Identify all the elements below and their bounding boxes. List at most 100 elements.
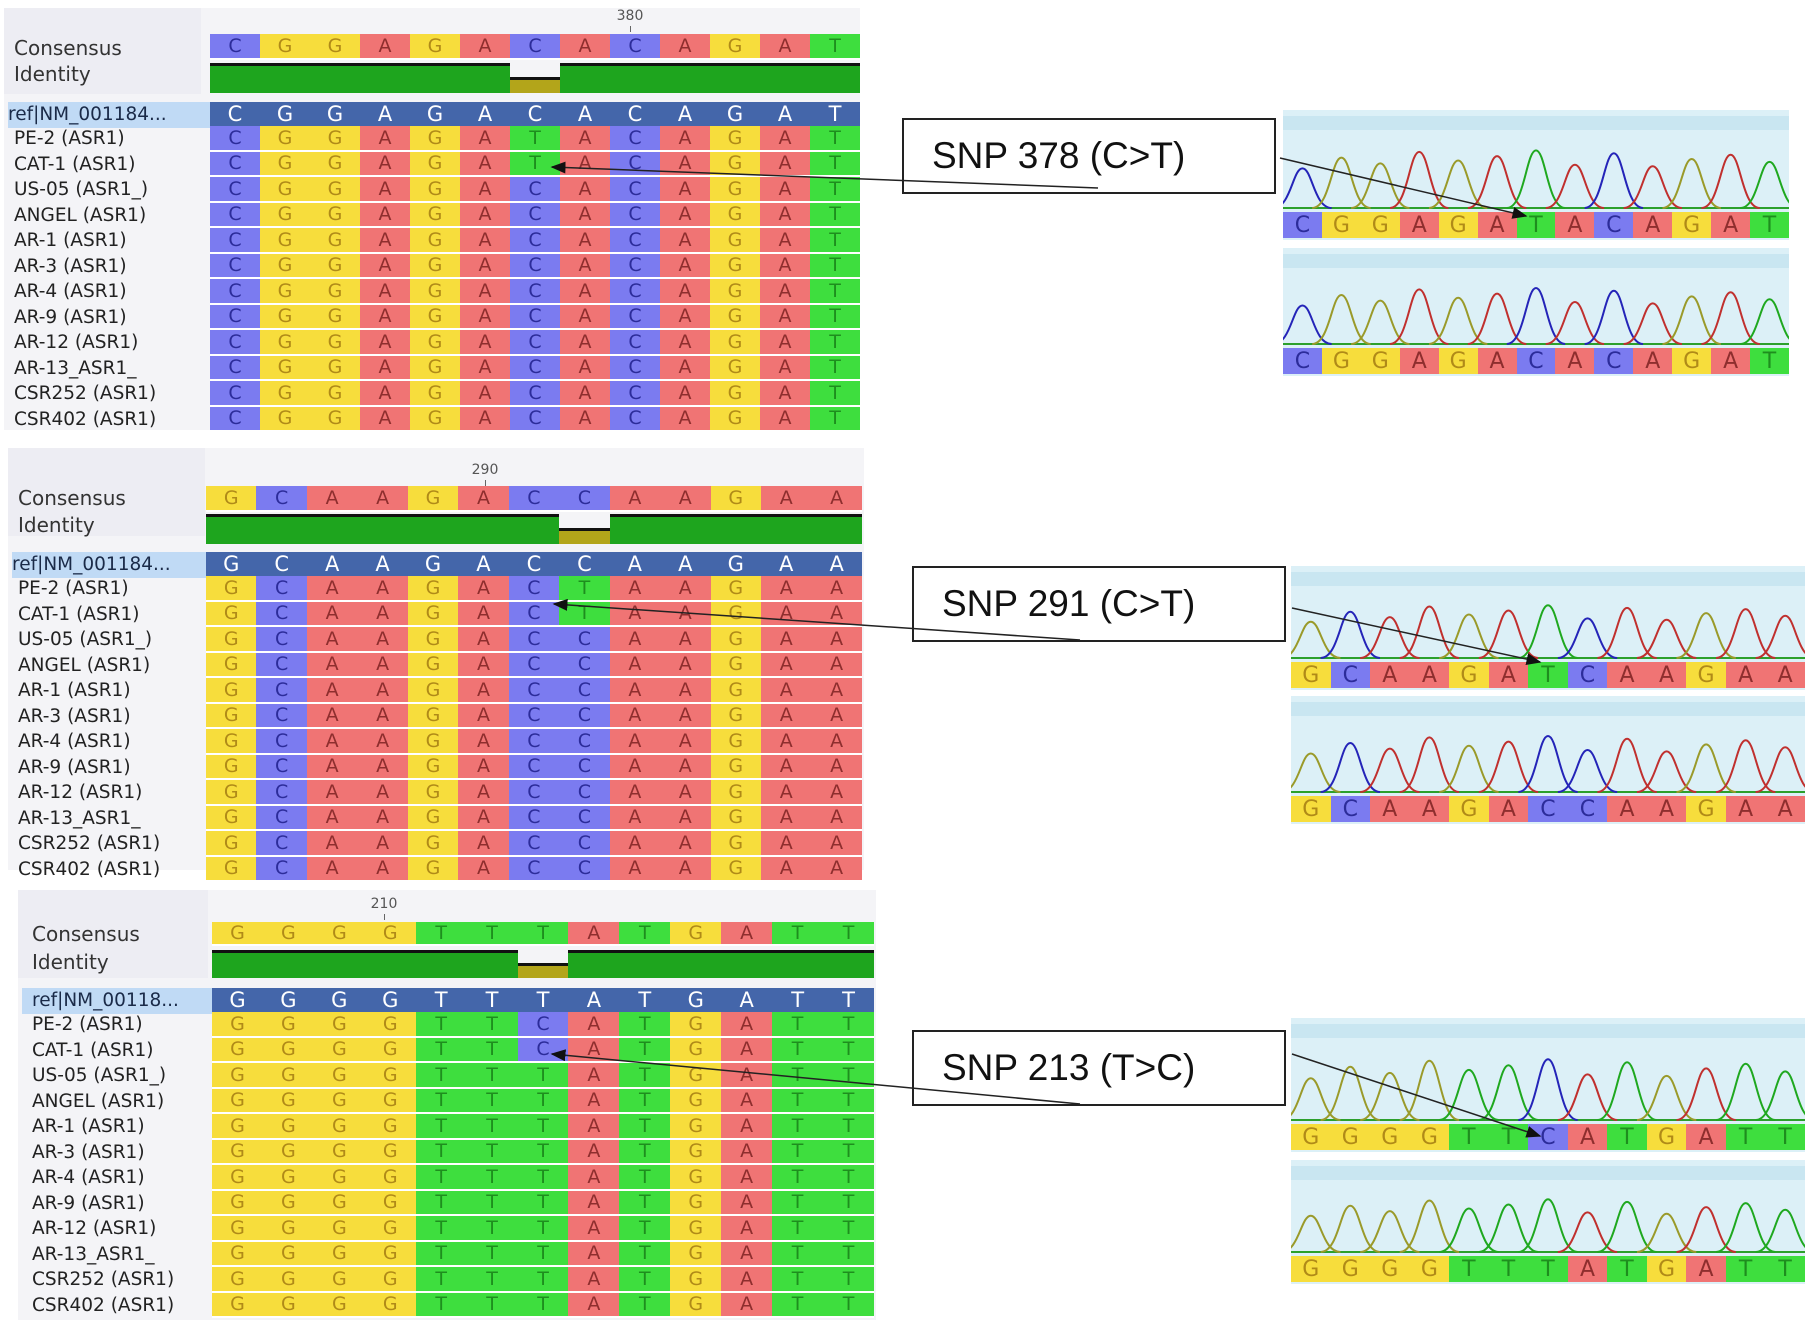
- reference-sequence-name[interactable]: ref|NM_00118...: [22, 988, 212, 1014]
- base-cell: A: [306, 576, 358, 602]
- identity-label: Identity: [14, 62, 91, 86]
- sample-name[interactable]: AR-1 (ASR1): [18, 680, 131, 701]
- base-cell: A: [360, 330, 410, 356]
- base-cell: C: [210, 102, 260, 126]
- base-cell: T: [772, 1037, 824, 1063]
- base-cell: G: [313, 1267, 365, 1293]
- base-cell: G: [407, 805, 459, 831]
- base-cell: A: [760, 202, 810, 228]
- base-cell: A: [760, 805, 812, 831]
- base-call: A: [1765, 662, 1805, 688]
- sample-name[interactable]: CAT-1 (ASR1): [18, 603, 140, 625]
- base-cell: G: [260, 228, 310, 254]
- trace-peak: [1478, 740, 1539, 793]
- base-call: G: [1370, 1256, 1410, 1282]
- base-cell: C: [256, 754, 307, 780]
- reference-sequence-name[interactable]: ref|NM_001184...: [8, 102, 210, 128]
- base-cell: A: [357, 678, 408, 704]
- base-cell: T: [510, 151, 560, 177]
- sample-name[interactable]: CSR402 (ASR1): [14, 408, 157, 430]
- trace-peak: [1283, 304, 1332, 345]
- base-cell: T: [619, 922, 671, 946]
- base-cell: C: [210, 330, 260, 356]
- sample-name[interactable]: AR-9 (ASR1): [18, 756, 131, 778]
- sample-name[interactable]: ANGEL (ASR1): [18, 654, 151, 676]
- sample-name[interactable]: AR-1 (ASR1): [32, 1116, 145, 1137]
- base-call: C: [1567, 796, 1608, 822]
- base-cell: G: [212, 1165, 263, 1191]
- sample-name[interactable]: CSR252 (ASR1): [14, 383, 157, 404]
- sample-name[interactable]: AR-3 (ASR1): [14, 255, 127, 277]
- sample-name[interactable]: AR-4 (ASR1): [14, 281, 127, 302]
- identity-match: [360, 63, 410, 93]
- base-cell: G: [206, 856, 257, 882]
- sample-name[interactable]: ANGEL (ASR1): [32, 1090, 165, 1112]
- identity-match: [760, 63, 810, 93]
- sample-name[interactable]: AR-4 (ASR1): [32, 1167, 145, 1188]
- sample-name[interactable]: AR-12 (ASR1): [18, 782, 143, 803]
- trace-peak: [1584, 152, 1644, 209]
- base-cell: A: [568, 922, 620, 946]
- sample-name[interactable]: CSR402 (ASR1): [32, 1294, 175, 1316]
- base-cell: A: [568, 988, 620, 1012]
- base-cell: G: [407, 601, 459, 627]
- sample-name[interactable]: US-05 (ASR1_): [32, 1065, 167, 1086]
- sample-name[interactable]: CAT-1 (ASR1): [32, 1039, 154, 1061]
- sample-name[interactable]: CSR252 (ASR1): [32, 1269, 175, 1290]
- sample-name[interactable]: PE-2 (ASR1): [32, 1014, 143, 1035]
- base-cell: A: [760, 102, 810, 126]
- sample-name[interactable]: CSR252 (ASR1): [18, 833, 161, 854]
- sample-name[interactable]: AR-3 (ASR1): [32, 1141, 145, 1163]
- sample-name[interactable]: AR-3 (ASR1): [18, 705, 131, 727]
- base-cell: A: [660, 177, 710, 203]
- sample-name[interactable]: AR-9 (ASR1): [14, 306, 127, 328]
- base-cell: A: [660, 754, 711, 780]
- identity-match: [357, 514, 408, 544]
- base-cell: A: [460, 177, 510, 203]
- base-cell: A: [306, 627, 358, 653]
- base-cell: A: [460, 202, 510, 228]
- sample-name[interactable]: AR-12 (ASR1): [14, 332, 139, 353]
- base-cell: G: [710, 703, 761, 729]
- base-cell: G: [206, 627, 257, 653]
- sample-name[interactable]: CAT-1 (ASR1): [14, 153, 136, 175]
- sample-name[interactable]: AR-4 (ASR1): [18, 731, 131, 752]
- base-call: A: [1488, 662, 1529, 688]
- ruler-position: 290: [471, 462, 499, 478]
- sample-name[interactable]: ANGEL (ASR1): [14, 204, 147, 226]
- base-cell: T: [466, 1139, 518, 1165]
- base-call: G: [1672, 212, 1712, 238]
- sample-name[interactable]: PE-2 (ASR1): [18, 578, 129, 599]
- base-cell: A: [760, 253, 810, 279]
- sample-name[interactable]: US-05 (ASR1_): [14, 179, 149, 200]
- sample-name[interactable]: AR-13_ASR1_: [18, 807, 141, 829]
- identity-match: [721, 950, 773, 978]
- sample-name[interactable]: AR-9 (ASR1): [32, 1192, 145, 1214]
- sample-name[interactable]: PE-2 (ASR1): [14, 128, 125, 149]
- identity-match: [710, 514, 761, 544]
- base-cell: A: [458, 552, 509, 576]
- base-call: C: [1594, 348, 1634, 374]
- sample-name[interactable]: CSR402 (ASR1): [18, 858, 161, 880]
- sample-name[interactable]: AR-13_ASR1_: [32, 1243, 155, 1265]
- base-call: A: [1399, 348, 1439, 374]
- base-cell: G: [313, 922, 365, 946]
- base-cell: C: [256, 780, 307, 806]
- base-call: A: [1646, 796, 1687, 822]
- reference-sequence-name[interactable]: ref|NM_001184...: [12, 552, 206, 578]
- base-cell: T: [619, 1190, 671, 1216]
- sample-name[interactable]: AR-13_ASR1_: [14, 357, 137, 379]
- base-cell: C: [610, 304, 660, 330]
- identity-bar: [206, 514, 862, 544]
- base-cell: G: [262, 1292, 314, 1318]
- base-cell: G: [670, 1037, 722, 1063]
- sample-name[interactable]: US-05 (ASR1_): [18, 629, 153, 650]
- base-cell: A: [568, 1012, 620, 1038]
- base-cell: C: [508, 576, 560, 602]
- base-cell: G: [262, 1012, 314, 1038]
- trace-peak: [1676, 743, 1737, 793]
- sample-name[interactable]: AR-1 (ASR1): [14, 230, 127, 251]
- base-cell: C: [256, 627, 307, 653]
- sample-name[interactable]: AR-12 (ASR1): [32, 1218, 157, 1239]
